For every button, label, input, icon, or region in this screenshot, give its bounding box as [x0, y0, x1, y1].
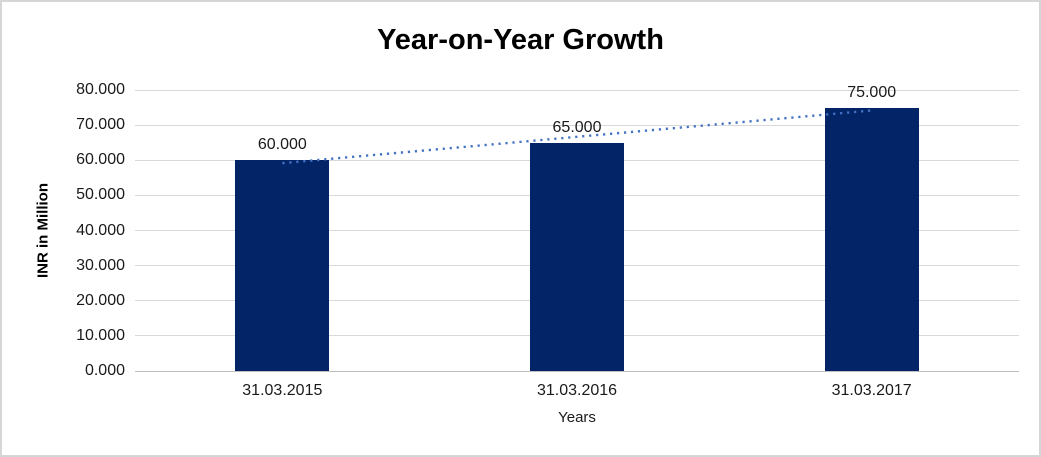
bar-31.03.2015 — [235, 160, 330, 371]
chart-title: Year-on-Year Growth — [377, 24, 664, 56]
bar-value-label: 65.000 — [552, 118, 602, 136]
x-tick-label: 31.03.2015 — [242, 382, 323, 399]
x-axis-title: Years — [558, 409, 596, 426]
gridline — [135, 89, 1019, 91]
bar-31.03.2017 — [824, 107, 919, 371]
x-tick-label: 31.03.2017 — [831, 382, 912, 399]
y-tick-label: 20.000 — [76, 291, 125, 309]
y-tick-label: 0.000 — [84, 362, 125, 379]
bar-31.03.2016 — [530, 142, 624, 371]
y-tick-label: 10.000 — [76, 326, 125, 344]
y-tick-label: 40.000 — [76, 221, 125, 239]
gridline — [135, 124, 1019, 126]
x-axis-line — [135, 370, 1019, 372]
bar-value-label: 75.000 — [847, 83, 897, 101]
trendline — [282, 109, 872, 165]
x-tick-label: 31.03.2016 — [536, 382, 618, 399]
y-tick-label: 50.000 — [76, 186, 125, 204]
bar-value-label: 60.000 — [257, 136, 307, 154]
y-tick-label: 70.000 — [76, 116, 125, 134]
y-tick-label: 80.000 — [76, 81, 125, 98]
y-tick-label: 30.000 — [76, 256, 125, 274]
y-tick-label: 60.000 — [76, 151, 125, 169]
